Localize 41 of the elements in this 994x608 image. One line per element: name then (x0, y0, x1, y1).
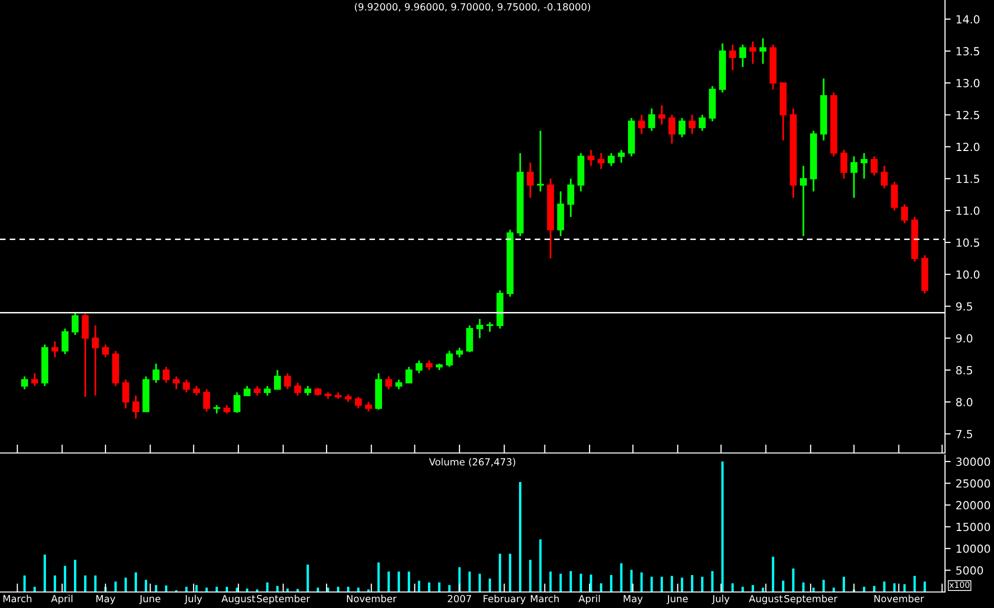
x-tick-label: March (3, 594, 32, 602)
x-tick-label: May (624, 595, 643, 604)
x-tick-label: February (484, 594, 526, 604)
x-tick-label: July (712, 594, 730, 604)
y-tick-label: 25000 (956, 479, 990, 488)
y-tick-label: 11.0 (956, 206, 980, 215)
y-tick-label: 30000 (956, 458, 990, 466)
y-tick-label: 10000 (956, 544, 990, 553)
y-tick-label: 20000 (956, 500, 990, 510)
x-tick-label: March (530, 594, 559, 602)
x-tick-label: April (51, 594, 72, 604)
chart-title: Volume (267,473) (429, 458, 516, 467)
x-tick-label: August (748, 595, 783, 604)
x-tick-label: May (96, 595, 116, 604)
chart-title: (9.92000, 9.96000, 9.70000, 9.75000, -0.18000) (354, 3, 590, 12)
x-tick-label: September (784, 594, 838, 604)
x-tick-label: June (666, 595, 688, 604)
y-tick-label: 10.5 (956, 238, 980, 247)
y-tick-label: 13.0 (956, 78, 980, 88)
y-tick-label: 13.5 (956, 47, 980, 56)
x-tick-label: November (874, 594, 924, 602)
y-tick-label: 8.5 (956, 366, 972, 374)
y-tick-label: 11.5 (956, 174, 980, 184)
y-tick-label: 12.0 (956, 142, 980, 152)
x-tick-label: September (256, 594, 310, 604)
x-tick-label: June (139, 595, 160, 604)
y-tick-label: 15000 (956, 522, 990, 532)
y-tick-label: 7.5 (956, 430, 972, 438)
x-tick-label: July (184, 594, 202, 604)
y-tick-label: 8.0 (956, 398, 972, 406)
x-tick-label: August (221, 595, 256, 604)
x-tick-label: November (347, 594, 397, 602)
x-tick-label: 2007 (448, 594, 472, 602)
y-tick-label: 9.5 (956, 302, 972, 311)
y-tick-label: 9.0 (956, 334, 972, 343)
y-tick-label: 14.0 (956, 15, 980, 24)
y-tick-label: 10.0 (956, 270, 980, 279)
y-tick-label: 5000 (956, 566, 983, 575)
y-tick-label: 12.5 (956, 110, 980, 120)
text: x100 (949, 582, 970, 588)
x-tick-label: April (578, 594, 600, 604)
